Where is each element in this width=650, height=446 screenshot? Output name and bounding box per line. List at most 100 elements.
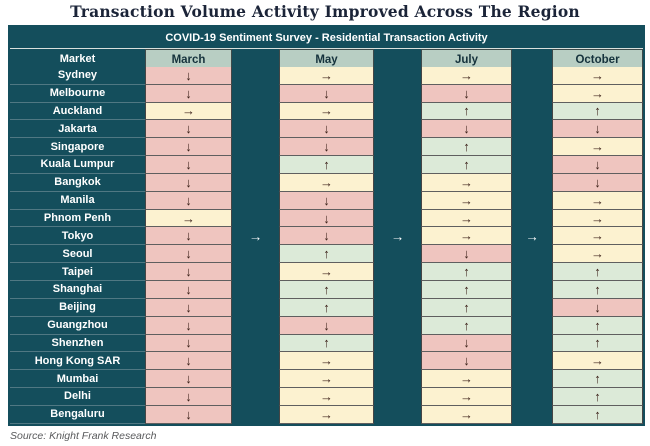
column-gap xyxy=(374,66,421,85)
trend-cell-october-up-arrow-icon: ↑ xyxy=(552,388,643,406)
trend-cell-march-down-arrow-icon: ↓ xyxy=(145,298,232,317)
trend-cell-july-down-arrow-icon: ↓ xyxy=(421,334,512,353)
column-gap xyxy=(232,370,279,389)
column-gap xyxy=(374,298,421,317)
trend-cell-may-flat-arrow-icon: → xyxy=(279,102,374,121)
column-gap xyxy=(512,138,552,157)
column-gap xyxy=(374,120,421,139)
column-gap xyxy=(512,173,552,192)
trend-cell-july-flat-arrow-icon: → xyxy=(421,191,512,210)
trend-cell-may-down-arrow-icon: ↓ xyxy=(279,227,374,246)
column-gap xyxy=(232,138,279,157)
trend-cell-july-down-arrow-icon: ↓ xyxy=(421,120,512,139)
trend-cell-october-up-arrow-icon: ↑ xyxy=(552,370,643,389)
trend-cell-july-down-arrow-icon: ↓ xyxy=(421,84,512,103)
column-gap xyxy=(232,156,279,174)
trend-cell-may-flat-arrow-icon: → xyxy=(279,173,374,192)
sentiment-survey-table: COVID-19 Sentiment Survey - Residential … xyxy=(8,25,645,426)
market-name: Manila xyxy=(10,191,145,210)
trend-cell-july-down-arrow-icon: ↓ xyxy=(421,352,512,371)
column-gap xyxy=(232,66,279,85)
trend-cell-july-flat-arrow-icon: → xyxy=(421,405,512,424)
trend-cell-may-up-arrow-icon: ↑ xyxy=(279,280,374,299)
market-name: Shanghai xyxy=(10,280,145,299)
market-name: Bangkok xyxy=(10,173,145,192)
trend-cell-march-down-arrow-icon: ↓ xyxy=(145,388,232,406)
trend-cell-march-down-arrow-icon: ↓ xyxy=(145,120,232,139)
trend-cell-march-down-arrow-icon: ↓ xyxy=(145,84,232,103)
column-gap xyxy=(232,120,279,139)
column-gap xyxy=(512,209,552,228)
trend-cell-july-up-arrow-icon: ↑ xyxy=(421,102,512,121)
trend-cell-march-down-arrow-icon: ↓ xyxy=(145,245,232,264)
market-name: Delhi xyxy=(10,388,145,406)
trend-cell-october-up-arrow-icon: ↑ xyxy=(552,263,643,281)
trend-cell-may-down-arrow-icon: ↓ xyxy=(279,316,374,335)
trend-cell-july-flat-arrow-icon: → xyxy=(421,209,512,228)
column-gap xyxy=(374,173,421,192)
trend-cell-october-up-arrow-icon: ↑ xyxy=(552,405,643,424)
market-name: Seoul xyxy=(10,245,145,264)
column-gap xyxy=(232,334,279,353)
market-name: Sydney xyxy=(10,66,145,85)
trend-cell-may-flat-arrow-icon: → xyxy=(279,370,374,389)
column-gap xyxy=(512,352,552,371)
trend-cell-october-down-arrow-icon: ↓ xyxy=(552,156,643,174)
column-gap xyxy=(512,49,552,70)
trend-cell-october-up-arrow-icon: ↑ xyxy=(552,316,643,335)
column-gap xyxy=(374,84,421,103)
trend-cell-may-down-arrow-icon: ↓ xyxy=(279,84,374,103)
progression-arrow-icon: → xyxy=(374,227,421,246)
trend-cell-july-up-arrow-icon: ↑ xyxy=(421,263,512,281)
column-gap xyxy=(374,388,421,406)
trend-cell-may-up-arrow-icon: ↑ xyxy=(279,334,374,353)
trend-cell-may-flat-arrow-icon: → xyxy=(279,352,374,371)
market-name: Guangzhou xyxy=(10,316,145,335)
trend-cell-march-down-arrow-icon: ↓ xyxy=(145,138,232,157)
table-banner: COVID-19 Sentiment Survey - Residential … xyxy=(10,27,643,49)
trend-cell-may-flat-arrow-icon: → xyxy=(279,405,374,424)
column-gap xyxy=(374,352,421,371)
column-gap xyxy=(232,352,279,371)
trend-cell-july-up-arrow-icon: ↑ xyxy=(421,280,512,299)
progression-arrow-icon: → xyxy=(232,227,279,246)
column-gap xyxy=(232,316,279,335)
trend-cell-march-down-arrow-icon: ↓ xyxy=(145,405,232,424)
trend-cell-may-up-arrow-icon: ↑ xyxy=(279,156,374,174)
column-gap xyxy=(232,49,279,70)
column-gap xyxy=(512,84,552,103)
trend-cell-july-up-arrow-icon: ↑ xyxy=(421,298,512,317)
column-gap xyxy=(374,245,421,264)
column-gap xyxy=(512,334,552,353)
trend-cell-july-down-arrow-icon: ↓ xyxy=(421,245,512,264)
trend-cell-may-flat-arrow-icon: → xyxy=(279,66,374,85)
market-name: Hong Kong SAR xyxy=(10,352,145,371)
trend-cell-march-down-arrow-icon: ↓ xyxy=(145,370,232,389)
trend-cell-march-flat-arrow-icon: → xyxy=(145,209,232,228)
trend-cell-october-flat-arrow-icon: → xyxy=(552,227,643,246)
trend-cell-july-flat-arrow-icon: → xyxy=(421,66,512,85)
trend-cell-may-flat-arrow-icon: → xyxy=(279,388,374,406)
market-name: Shenzhen xyxy=(10,334,145,353)
trend-cell-march-down-arrow-icon: ↓ xyxy=(145,316,232,335)
column-gap xyxy=(232,191,279,210)
column-gap xyxy=(512,263,552,281)
column-gap xyxy=(512,191,552,210)
trend-cell-may-up-arrow-icon: ↑ xyxy=(279,298,374,317)
column-gap xyxy=(512,120,552,139)
trend-cell-october-down-arrow-icon: ↓ xyxy=(552,173,643,192)
column-gap xyxy=(232,280,279,299)
column-gap xyxy=(232,263,279,281)
column-gap xyxy=(232,405,279,424)
trend-cell-march-down-arrow-icon: ↓ xyxy=(145,191,232,210)
column-gap xyxy=(374,263,421,281)
market-name: Mumbai xyxy=(10,370,145,389)
trend-cell-march-down-arrow-icon: ↓ xyxy=(145,334,232,353)
column-gap xyxy=(374,191,421,210)
market-name: Bengaluru xyxy=(10,405,145,424)
column-gap xyxy=(512,405,552,424)
trend-cell-may-down-arrow-icon: ↓ xyxy=(279,191,374,210)
trend-cell-may-down-arrow-icon: ↓ xyxy=(279,120,374,139)
column-header-october: October xyxy=(552,49,643,70)
trend-cell-march-down-arrow-icon: ↓ xyxy=(145,280,232,299)
